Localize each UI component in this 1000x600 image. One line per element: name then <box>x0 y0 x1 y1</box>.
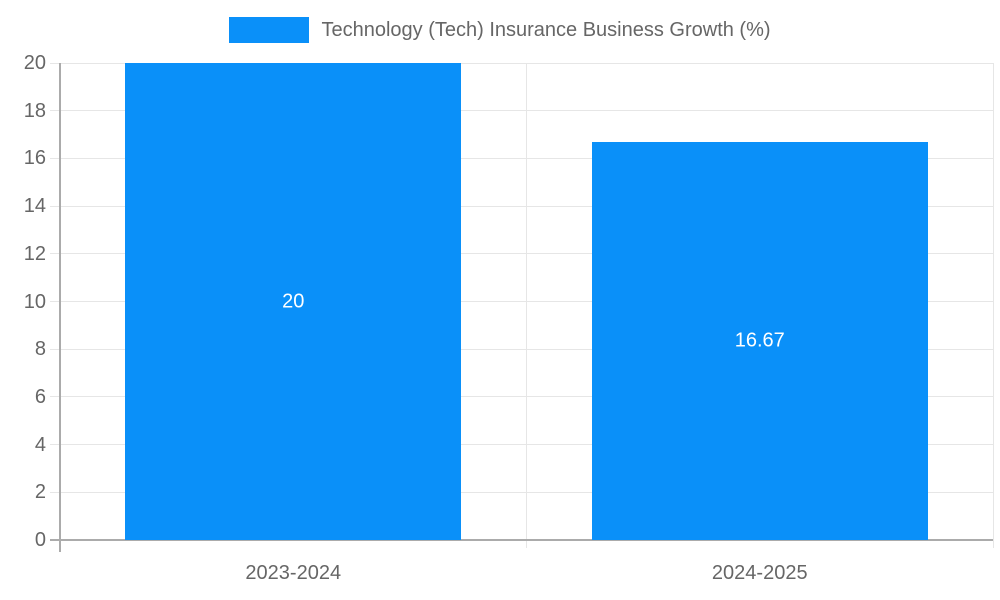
gridline-x-2 <box>992 63 994 548</box>
y-tick-label-10: 10 <box>23 290 46 313</box>
gridline-y-14 <box>50 205 993 207</box>
gridline-y-10 <box>50 301 993 302</box>
y-tick-label-8: 8 <box>34 338 46 361</box>
y-tick-label-6: 6 <box>34 385 46 408</box>
y-tick-label-16: 16 <box>23 147 46 170</box>
gridline-y-16 <box>50 157 993 159</box>
gridline-y-2 <box>50 491 993 493</box>
gridline-y-12 <box>50 253 993 255</box>
y-tick-label-14: 14 <box>23 195 46 218</box>
bar-2024-2025[interactable] <box>591 142 928 540</box>
gridline-y-4 <box>50 444 993 446</box>
y-tick-label-12: 12 <box>23 242 46 265</box>
gridline-y-20 <box>50 62 993 64</box>
y-tick-label-4: 4 <box>34 433 46 456</box>
x-tick-label-2024-2025: 2024-2025 <box>711 562 808 584</box>
bar-value-label: 16.67 <box>734 329 785 352</box>
legend-color-swatch <box>229 17 310 43</box>
gridline-y-8 <box>50 348 993 350</box>
gridline-y-18 <box>50 110 993 112</box>
x-axis-line <box>50 539 993 541</box>
y-axis-line <box>59 63 61 552</box>
y-tick-label-2: 2 <box>34 481 46 504</box>
legend-label: Technology (Tech) Insurance Business Gro… <box>321 19 771 41</box>
y-tick-label-20: 20 <box>23 52 46 74</box>
y-tick-label-18: 18 <box>23 99 46 122</box>
x-tick-label-2023-2024: 2023-2024 <box>245 562 342 584</box>
gridline-x-1 <box>526 63 527 548</box>
bar-value-label: 20 <box>282 290 305 312</box>
chart-legend-item[interactable]: Technology (Tech) Insurance Business Gro… <box>0 17 1000 43</box>
y-tick-label-0: 0 <box>34 529 46 551</box>
bar-2023-2024[interactable] <box>125 63 462 540</box>
gridline-y-6 <box>50 396 993 398</box>
